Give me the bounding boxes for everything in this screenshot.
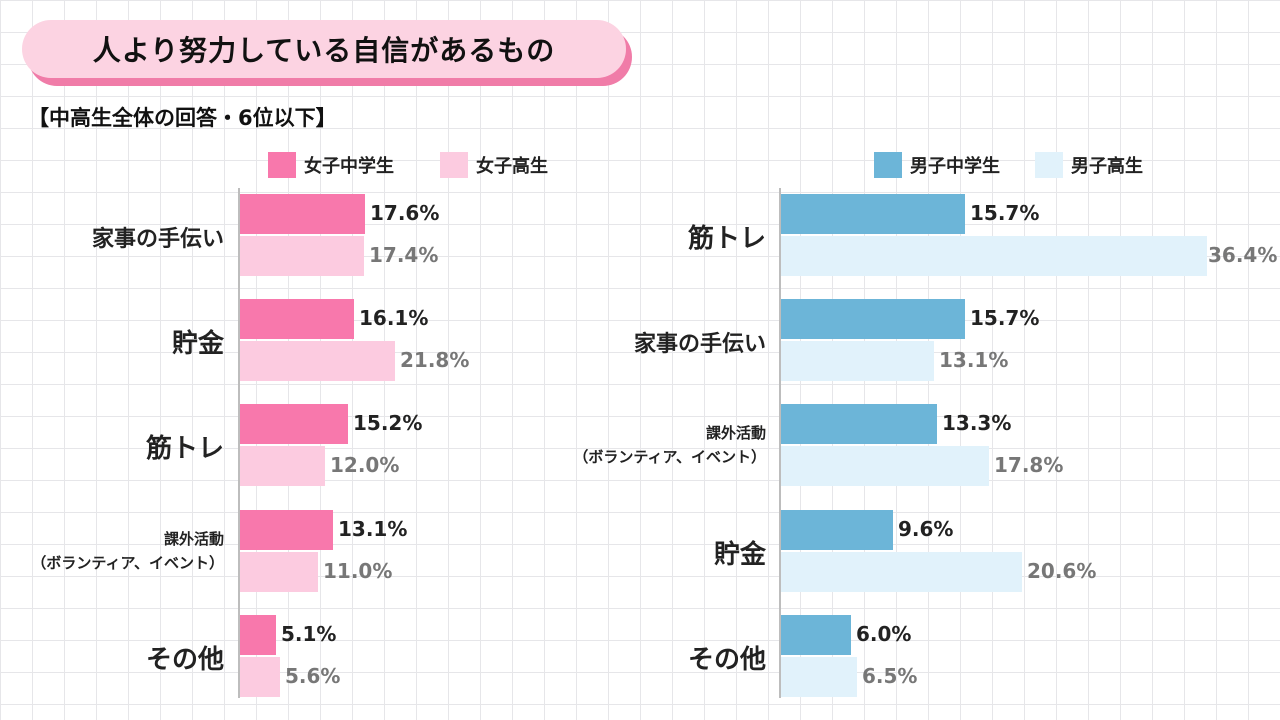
- female-bar-4-0: [240, 615, 276, 655]
- male-category-label-2: 課外活動 （ボランティア、イベント）: [573, 421, 766, 469]
- female-bar-2-1: [240, 446, 325, 486]
- male-bar-2-0: [781, 404, 937, 444]
- female-legend-item-1: 女子高生: [440, 152, 548, 178]
- female-bar-4-1: [240, 657, 280, 697]
- title-banner: 人より努力している自信があるもの: [22, 20, 634, 88]
- female-legend-swatch-1: [440, 152, 468, 178]
- female-data-label-2-1: 12.0%: [330, 453, 400, 477]
- male-data-label-3-0: 9.6%: [898, 517, 954, 541]
- male-bar-0-0: [781, 194, 965, 234]
- female-category-label-1: 貯金: [171, 329, 224, 359]
- female-category-label-3-line-0: 課外活動: [163, 530, 224, 548]
- male-bar-1-1: [781, 341, 934, 381]
- male-category-label-0: 筋トレ: [687, 224, 766, 254]
- male-category-label-2-line-1: （ボランティア、イベント）: [573, 448, 766, 466]
- female-category-label-4: その他: [145, 645, 224, 675]
- chart-subtitle: 【中高生全体の回答・6位以下】: [28, 106, 337, 130]
- female-category-label-2: 筋トレ: [145, 434, 224, 464]
- female-data-label-4-1: 5.6%: [285, 664, 341, 688]
- male-legend-label-0: 男子中学生: [910, 156, 1000, 177]
- female-legend-swatch-0: [268, 152, 296, 178]
- female-data-label-1-1: 21.8%: [400, 348, 470, 372]
- male-bar-4-0: [781, 615, 851, 655]
- male-data-label-2-0: 13.3%: [942, 411, 1012, 435]
- female-data-label-0-0: 17.6%: [370, 201, 440, 225]
- male-data-label-1-0: 15.7%: [970, 306, 1040, 330]
- female-data-label-0-1: 17.4%: [369, 243, 439, 267]
- male-category-label-2-line-0: 課外活動: [705, 424, 766, 442]
- male-legend-item-0: 男子中学生: [874, 152, 1000, 178]
- male-data-label-0-0: 15.7%: [970, 201, 1040, 225]
- male-data-label-0-1: 36.4%: [1208, 243, 1278, 267]
- female-bar-0-1: [240, 236, 364, 276]
- male-category-label-3: 貯金: [713, 540, 766, 570]
- female-bar-1-1: [240, 341, 395, 381]
- male-y-axis: [779, 188, 781, 698]
- male-data-label-4-0: 6.0%: [856, 622, 912, 646]
- male-category-label-4: その他: [687, 645, 766, 675]
- female-legend-item-0: 女子中学生: [268, 152, 394, 178]
- female-legend-label-0: 女子中学生: [304, 156, 394, 177]
- female-y-axis: [238, 188, 240, 698]
- female-data-label-1-0: 16.1%: [359, 306, 429, 330]
- female-data-label-3-0: 13.1%: [338, 517, 408, 541]
- female-bar-0-0: [240, 194, 365, 234]
- female-bar-2-0: [240, 404, 348, 444]
- male-bar-1-0: [781, 299, 965, 339]
- female-data-label-2-0: 15.2%: [353, 411, 423, 435]
- female-data-label-3-1: 11.0%: [323, 559, 393, 583]
- male-data-label-1-1: 13.1%: [939, 348, 1009, 372]
- page-title: 人より努力している自信があるもの: [22, 20, 626, 78]
- male-legend-swatch-0: [874, 152, 902, 178]
- male-legend-item-1: 男子高生: [1035, 152, 1143, 178]
- male-data-label-2-1: 17.8%: [994, 453, 1064, 477]
- male-legend-swatch-1: [1035, 152, 1063, 178]
- male-bar-0-1: [781, 236, 1207, 276]
- male-bar-2-1: [781, 446, 989, 486]
- female-bar-3-1: [240, 552, 318, 592]
- male-legend-label-1: 男子高生: [1071, 156, 1143, 177]
- male-category-label-1: 家事の手伝い: [633, 332, 766, 357]
- female-category-label-3-line-1: （ボランティア、イベント）: [31, 554, 224, 572]
- male-data-label-4-1: 6.5%: [862, 664, 918, 688]
- female-bar-3-0: [240, 510, 333, 550]
- female-category-label-3: 課外活動 （ボランティア、イベント）: [31, 527, 224, 575]
- female-bar-1-0: [240, 299, 354, 339]
- male-data-label-3-1: 20.6%: [1027, 559, 1097, 583]
- female-data-label-4-0: 5.1%: [281, 622, 337, 646]
- female-legend-label-1: 女子高生: [476, 156, 548, 177]
- male-bar-3-0: [781, 510, 893, 550]
- male-bar-4-1: [781, 657, 857, 697]
- female-category-label-0: 家事の手伝い: [91, 227, 224, 252]
- male-bar-3-1: [781, 552, 1022, 592]
